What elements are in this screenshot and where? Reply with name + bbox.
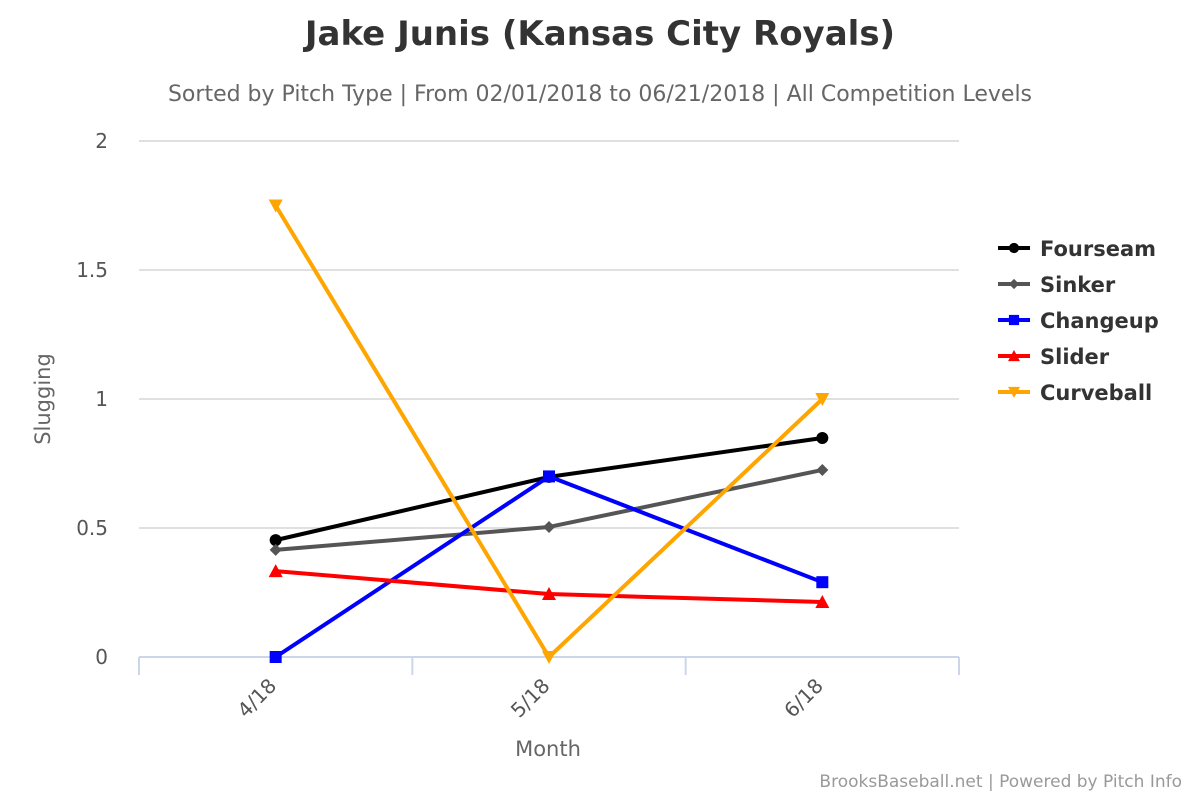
grid-lines [139, 140, 959, 529]
y-tick-label: 1.5 [76, 258, 108, 282]
data-point[interactable] [268, 199, 283, 213]
x-axis-title: Month [515, 737, 581, 761]
data-point[interactable] [543, 470, 555, 483]
legend: Fourseam Sinker Changeup Slider Curveball [998, 237, 1159, 405]
legend-item-fourseam[interactable]: Fourseam [998, 237, 1156, 261]
data-point[interactable] [268, 564, 283, 578]
circle-icon [1008, 242, 1020, 254]
triangle-down-icon [1008, 386, 1020, 398]
legend-label: Curveball [1040, 381, 1152, 405]
legend-item-changeup[interactable]: Changeup [998, 309, 1159, 333]
legend-label: Slider [1040, 345, 1110, 369]
data-point[interactable] [269, 651, 282, 663]
data-point[interactable] [542, 651, 556, 664]
data-point[interactable] [543, 520, 555, 533]
data-point[interactable] [816, 576, 829, 589]
y-axis-title: Slugging [31, 353, 55, 445]
data-point[interactable] [269, 534, 282, 547]
y-tick-label: 2 [95, 129, 108, 153]
series-changeup[interactable] [269, 470, 829, 663]
legend-item-sinker[interactable]: Sinker [998, 273, 1116, 297]
diamond-icon [1008, 278, 1020, 290]
data-point[interactable] [815, 393, 830, 406]
x-tick-label: 4/18 [232, 674, 281, 723]
chart-title: Jake Junis (Kansas City Royals) [304, 14, 896, 54]
x-tick-label: 5/18 [506, 674, 555, 723]
series-sinker[interactable] [269, 463, 829, 556]
x-axis: 4/18 5/18 6/18 [138, 656, 960, 723]
square-icon [1008, 314, 1020, 326]
legend-item-curveball[interactable]: Curveball [998, 381, 1152, 405]
legend-label: Sinker [1040, 273, 1116, 297]
y-tick-label: 0.5 [76, 516, 108, 540]
triangle-icon [1008, 350, 1020, 362]
legend-label: Fourseam [1040, 237, 1156, 261]
y-axis: 0 0.5 1 1.5 2 [76, 129, 108, 669]
y-tick-label: 0 [95, 645, 108, 669]
credits[interactable]: BrooksBaseball.net | Powered by Pitch In… [819, 772, 1182, 792]
series-curveball[interactable] [268, 199, 830, 665]
legend-item-slider[interactable]: Slider [998, 345, 1110, 369]
legend-label: Changeup [1040, 309, 1159, 333]
data-point[interactable] [815, 595, 830, 609]
series-line [274, 474, 824, 659]
chart-subtitle: Sorted by Pitch Type | From 02/01/2018 t… [167, 82, 1033, 107]
data-point[interactable] [269, 543, 282, 556]
x-tick-label: 6/18 [779, 674, 828, 723]
y-tick-label: 1 [95, 387, 108, 411]
series-group [268, 199, 830, 665]
series-slider[interactable] [268, 564, 830, 609]
data-point[interactable] [542, 587, 556, 601]
data-point[interactable] [816, 463, 829, 476]
data-point[interactable] [816, 431, 829, 444]
